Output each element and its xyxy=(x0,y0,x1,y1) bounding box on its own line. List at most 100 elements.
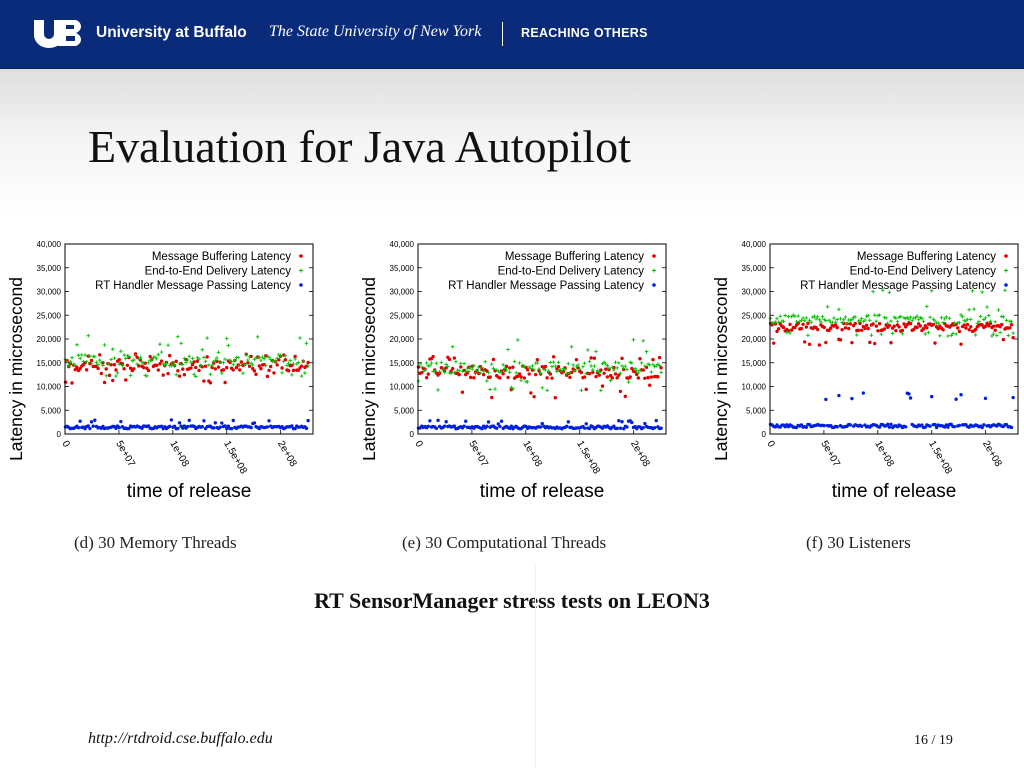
data-point xyxy=(168,353,172,358)
data-point-plus xyxy=(537,367,541,371)
data-point xyxy=(873,341,877,346)
data-point-plus xyxy=(592,364,597,368)
data-point-plus xyxy=(206,363,211,367)
data-point-plus xyxy=(972,307,976,311)
data-point-plus xyxy=(978,314,983,319)
data-point xyxy=(965,322,970,327)
data-point-plus xyxy=(817,317,822,322)
data-point-plus xyxy=(229,359,234,364)
data-point-plus xyxy=(996,308,1001,312)
data-point-plus xyxy=(923,332,927,336)
data-point xyxy=(582,375,587,379)
data-point-plus xyxy=(783,313,787,318)
data-point xyxy=(525,368,530,372)
data-point-plus xyxy=(304,341,309,346)
data-point xyxy=(444,420,448,424)
data-point-plus xyxy=(985,305,989,309)
legend-label: RT Handler Message Passing Latency xyxy=(95,280,291,292)
data-point-plus xyxy=(436,388,440,392)
data-point-plus xyxy=(119,349,123,353)
data-point-plus xyxy=(285,363,289,368)
data-point xyxy=(551,355,556,359)
plot-frame xyxy=(64,243,314,435)
series-2 xyxy=(768,391,1015,430)
data-point xyxy=(874,324,879,328)
data-point-plus xyxy=(516,338,520,342)
data-point xyxy=(957,423,962,428)
data-point-plus xyxy=(283,354,288,358)
data-point-plus xyxy=(569,345,574,349)
data-point-plus xyxy=(623,364,628,368)
data-point xyxy=(982,423,986,427)
data-point xyxy=(840,328,844,332)
data-point xyxy=(886,422,890,426)
data-point-plus xyxy=(980,290,984,294)
legend-marker xyxy=(652,254,656,258)
data-point xyxy=(202,379,206,383)
data-point-plus xyxy=(926,330,931,335)
data-point-plus xyxy=(952,321,957,325)
data-point-plus xyxy=(514,371,519,375)
data-point-plus xyxy=(568,371,572,376)
data-point xyxy=(908,321,913,326)
data-point-plus xyxy=(263,363,268,368)
data-point-plus xyxy=(887,290,892,295)
data-point xyxy=(112,362,117,367)
y-tick-label: 25,000 xyxy=(390,311,415,320)
data-point-plus xyxy=(94,360,99,365)
chart-svg-memory-threads: 0 5,000 10,000 15,000 20,000 25,000 30,000 35,0… xyxy=(8,212,318,502)
data-point xyxy=(613,372,618,376)
data-point-plus xyxy=(636,371,641,375)
data-point xyxy=(168,424,172,429)
data-point-plus xyxy=(145,374,149,378)
page-number: 16 / 19 xyxy=(914,733,953,748)
data-point-plus xyxy=(563,367,567,372)
data-point-plus xyxy=(101,363,105,368)
data-point xyxy=(283,358,288,362)
data-point-plus xyxy=(192,372,196,377)
data-point-plus xyxy=(141,361,146,365)
data-point xyxy=(918,324,923,328)
data-point xyxy=(806,321,810,326)
data-point-plus xyxy=(532,368,536,372)
y-tick-label: 15,000 xyxy=(742,359,767,368)
data-point-plus xyxy=(257,355,262,360)
data-point xyxy=(148,354,152,359)
data-point xyxy=(638,357,642,361)
chart-memory-threads: 0 5,000 10,000 15,000 20,000 25,000 30,000 35,0… xyxy=(8,212,318,502)
data-point xyxy=(630,420,634,425)
legend-label: Message Buffering Latency xyxy=(857,251,996,263)
legend-marker xyxy=(652,283,656,287)
data-point-plus xyxy=(501,362,505,367)
series-1 xyxy=(768,288,1015,338)
data-point xyxy=(457,372,461,377)
data-point xyxy=(504,364,509,369)
data-point-plus xyxy=(184,360,188,365)
data-point xyxy=(816,327,820,332)
data-point-plus xyxy=(476,365,481,369)
data-point-plus xyxy=(874,319,879,324)
data-point xyxy=(921,327,926,331)
data-point-plus xyxy=(801,316,805,320)
data-point xyxy=(589,356,593,360)
data-point xyxy=(220,421,224,425)
data-point xyxy=(863,326,867,331)
data-point xyxy=(231,418,235,423)
slide-subtitle: RT SensorManager stress tests on LEON3 xyxy=(314,588,710,613)
data-point xyxy=(1011,395,1015,400)
data-point xyxy=(628,375,632,379)
data-point-plus xyxy=(88,354,92,358)
data-point xyxy=(615,376,619,380)
data-point xyxy=(889,341,893,345)
data-point xyxy=(861,391,866,395)
data-point-plus xyxy=(215,356,219,360)
y-tick-label: 10,000 xyxy=(390,383,415,392)
data-point xyxy=(306,360,310,365)
data-point-plus xyxy=(838,316,843,321)
data-point xyxy=(426,424,430,429)
data-point xyxy=(202,419,206,423)
data-point-plus xyxy=(255,334,260,339)
data-point-plus xyxy=(594,349,598,354)
data-point-plus xyxy=(216,350,221,355)
data-point xyxy=(166,371,170,376)
